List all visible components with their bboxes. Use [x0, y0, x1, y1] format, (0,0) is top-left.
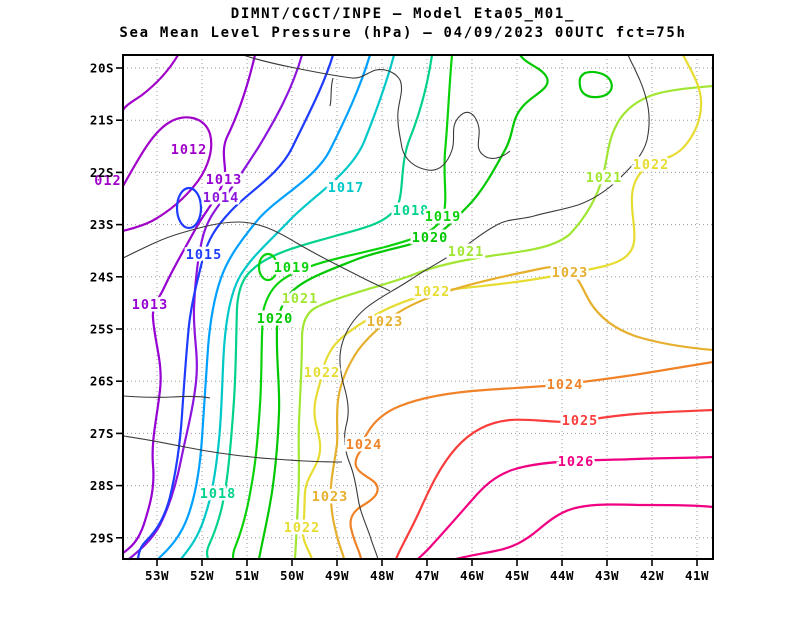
lat-tick-label: 27S [90, 426, 114, 441]
axis-tick-labels: 53W 52W 51W 50W 49W 48W 47W 46W 45W 44W 43W 42W 41W 2… [90, 61, 709, 584]
contour-label-1026: 1026 [558, 454, 595, 470]
contour-label-1021: 1021 [586, 170, 623, 186]
contour-1020-closed-high [578, 70, 613, 99]
lon-tick-label: 49W [325, 568, 349, 583]
contour-1025 [394, 408, 715, 561]
contour-1015-closed-low [175, 186, 203, 230]
contour-1021 [293, 84, 715, 561]
contour-label-1019: 1019 [425, 209, 462, 225]
lon-tick-label: 51W [235, 568, 259, 583]
contour-label-1022: 1022 [284, 520, 321, 536]
contour-1026 [416, 455, 715, 561]
isobar-contours [121, 53, 715, 561]
lat-tick-label: 21S [90, 113, 114, 128]
grid-lines [123, 55, 713, 559]
lon-tick-label: 41W [685, 568, 709, 583]
contour-1013 [121, 53, 257, 555]
contour-1016 [156, 53, 372, 561]
lon-tick-label: 52W [190, 568, 214, 583]
contour-1018 [205, 53, 434, 561]
contour-label-1017: 1017 [328, 180, 365, 196]
lon-tick-label: 46W [460, 568, 484, 583]
chart-title-line1: DIMNT/CGCT/INPE – Model Eta05_M01_ [231, 6, 575, 22]
contour-label-1021: 1021 [282, 291, 319, 307]
lat-tick-label: 25S [90, 322, 114, 337]
contour-1023 [329, 265, 715, 561]
lat-tick-label: 26S [90, 374, 114, 389]
contour-1020 [257, 53, 549, 561]
lon-tick-label: 47W [415, 568, 439, 583]
contour-label-1020: 1020 [257, 311, 294, 327]
contour-label-1018: 1018 [200, 486, 237, 502]
contour-1019-closed [257, 252, 279, 282]
contour-label-1024: 1024 [346, 437, 383, 453]
contour-label-1021: 1021 [448, 244, 485, 260]
contour-label-1013: 1013 [206, 172, 243, 188]
coastline [339, 54, 650, 560]
contour-label-1013: 1013 [132, 297, 169, 313]
contour-label-1023: 1023 [312, 489, 349, 505]
contour-label-1024: 1024 [547, 377, 584, 393]
axis-ticks [116, 67, 698, 566]
lon-tick-label: 53W [145, 568, 169, 583]
contour-label-1012: 1012 [171, 142, 208, 158]
contour-label-1020: 1020 [412, 230, 449, 246]
contour-label-1025: 1025 [562, 413, 599, 429]
lon-tick-label: 43W [595, 568, 619, 583]
contour-1012-trough [121, 116, 213, 233]
contour-label-1012: 012 [94, 173, 121, 189]
contour-1014 [127, 53, 304, 561]
chart-title-line2: Sea Mean Level Pressure (hPa) – 04/09/20… [119, 25, 686, 41]
map-frame [122, 54, 714, 560]
contour-label-1018: 1018 [393, 203, 430, 219]
lon-tick-label: 50W [280, 568, 304, 583]
lat-tick-label: 20S [90, 61, 114, 76]
contour-1024 [349, 360, 715, 561]
lon-tick-label: 42W [640, 568, 664, 583]
state-border-a [122, 395, 211, 399]
lat-tick-label: 28S [90, 478, 114, 493]
contour-label-1023: 1023 [552, 265, 589, 281]
contour-1019 [231, 53, 454, 561]
contour-1015 [136, 53, 335, 561]
lon-tick-label: 44W [550, 568, 574, 583]
river-stub [329, 77, 334, 107]
contour-label-1019: 1019 [274, 260, 311, 276]
contour-label-1022: 1022 [414, 284, 451, 300]
lat-tick-label: 29S [90, 530, 114, 545]
parana-river-border [122, 221, 391, 292]
contour-label-1014: 1014 [203, 190, 240, 206]
contour-1017 [179, 53, 396, 561]
contour-label-1015: 1015 [186, 247, 223, 263]
lon-tick-label: 48W [370, 568, 394, 583]
state-border-b [122, 435, 343, 463]
contour-1012-top [121, 53, 180, 112]
lat-tick-label: 24S [90, 269, 114, 284]
contour-label-1023: 1023 [367, 314, 404, 330]
contour-unlabeled-magenta [454, 503, 715, 561]
river-border-north [242, 54, 511, 171]
lon-tick-label: 45W [505, 568, 529, 583]
lat-tick-label: 22S [90, 165, 114, 180]
contour-label-1022: 1022 [633, 157, 670, 173]
coastline-and-borders [122, 54, 650, 560]
contour-label-1022: 1022 [304, 365, 341, 381]
lat-tick-label: 23S [90, 217, 114, 232]
contour-1022 [301, 53, 703, 561]
